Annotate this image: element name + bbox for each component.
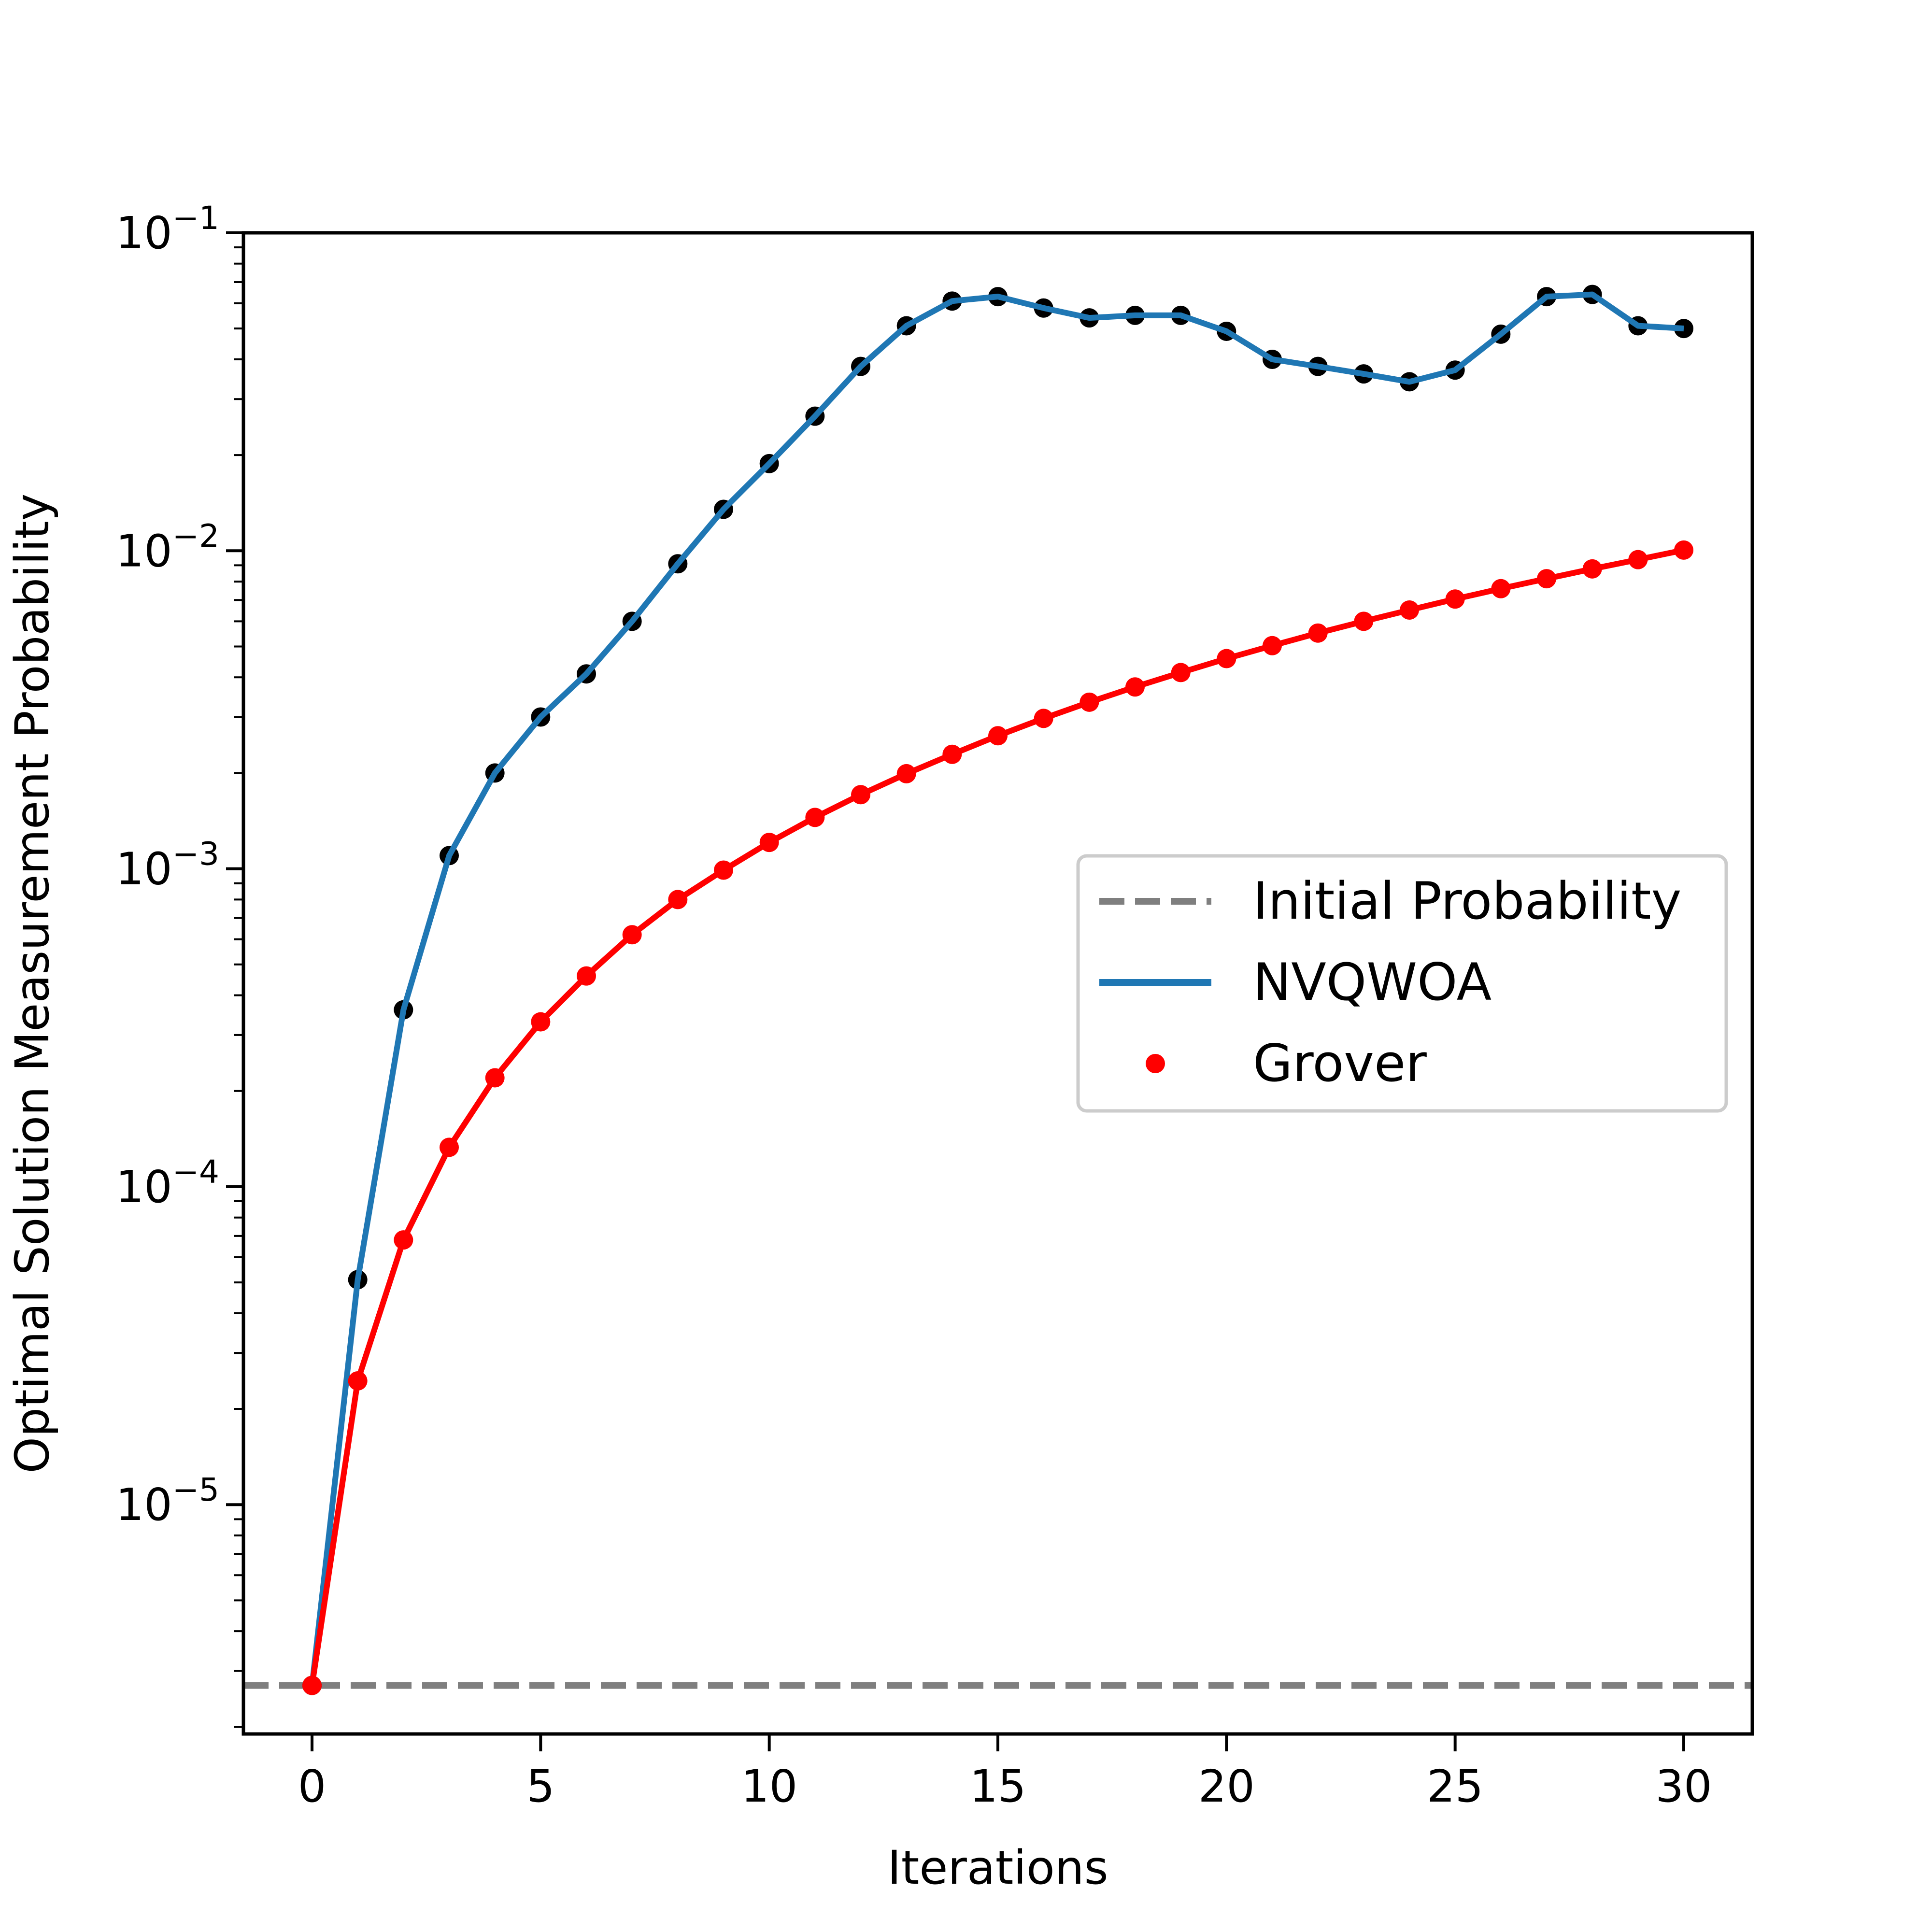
y-tick-label-base: 10	[116, 843, 172, 895]
y-tick-label: 10−1	[116, 199, 219, 259]
y-tick-label-exponent: −5	[172, 1471, 219, 1508]
y-tick-label-exponent: −2	[172, 517, 219, 554]
x-tick-label: 25	[1427, 1761, 1483, 1812]
x-tick-label: 10	[741, 1761, 797, 1812]
x-axis-label: Iterations	[887, 1841, 1108, 1895]
y-tick-label: 10−4	[116, 1153, 219, 1213]
y-tick-label-base: 10	[116, 1479, 172, 1531]
x-tick-label: 15	[969, 1761, 1026, 1812]
legend-initial-probability-label: Initial Probability	[1253, 871, 1681, 931]
legend-box	[1076, 854, 1728, 1113]
grover-series	[302, 540, 1693, 1695]
legend-grover-swatch	[1146, 1054, 1165, 1073]
x-tick-label: 5	[526, 1761, 555, 1812]
y-tick-label-base: 10	[116, 207, 172, 259]
y-tick-label-base: 10	[116, 525, 172, 577]
x-tick-label: 0	[298, 1761, 327, 1812]
nvqwoa-line	[309, 291, 1684, 1686]
y-tick-label-exponent: −4	[172, 1153, 219, 1191]
x-tick-label: 20	[1198, 1761, 1255, 1812]
y-tick-label: 10−5	[116, 1471, 219, 1531]
y-tick-label-exponent: −1	[172, 199, 219, 237]
y-tick-label: 10−2	[116, 517, 219, 577]
y-tick-label: 10−3	[116, 836, 219, 895]
legend: Initial Probability NVQWOA Grover	[1076, 854, 1728, 1113]
legend-nvqwoa-label: NVQWOA	[1253, 952, 1492, 1012]
x-tick-label: 30	[1655, 1761, 1712, 1812]
y-axis-label: Optimal Solution Measurement Probability	[5, 494, 59, 1474]
y-tick-label-exponent: −3	[172, 836, 219, 873]
legend-grover-label: Grover	[1253, 1034, 1427, 1093]
y-tick-label-base: 10	[116, 1161, 172, 1213]
grover-line	[309, 547, 1685, 1686]
